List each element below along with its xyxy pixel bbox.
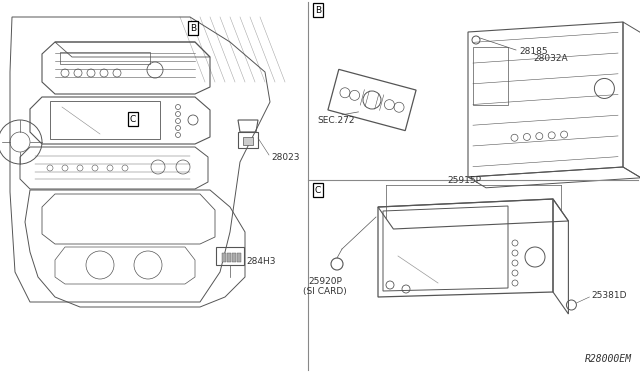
Text: 25915P: 25915P bbox=[447, 176, 481, 185]
FancyBboxPatch shape bbox=[237, 253, 241, 262]
Text: B: B bbox=[315, 6, 321, 15]
FancyBboxPatch shape bbox=[243, 137, 253, 145]
Text: SEC.272: SEC.272 bbox=[318, 116, 355, 125]
Text: B: B bbox=[190, 23, 196, 32]
Text: C: C bbox=[315, 186, 321, 195]
Text: 25920P
(SI CARD): 25920P (SI CARD) bbox=[303, 277, 347, 296]
Text: 25381D: 25381D bbox=[591, 291, 627, 299]
FancyBboxPatch shape bbox=[232, 253, 236, 262]
FancyBboxPatch shape bbox=[227, 253, 231, 262]
Text: 28032A: 28032A bbox=[533, 54, 568, 63]
Text: C: C bbox=[130, 115, 136, 124]
Text: 28185: 28185 bbox=[519, 46, 548, 55]
FancyBboxPatch shape bbox=[222, 253, 226, 262]
Text: 284H3: 284H3 bbox=[246, 257, 275, 266]
Text: 28023: 28023 bbox=[271, 153, 300, 161]
Text: R28000EM: R28000EM bbox=[585, 354, 632, 364]
